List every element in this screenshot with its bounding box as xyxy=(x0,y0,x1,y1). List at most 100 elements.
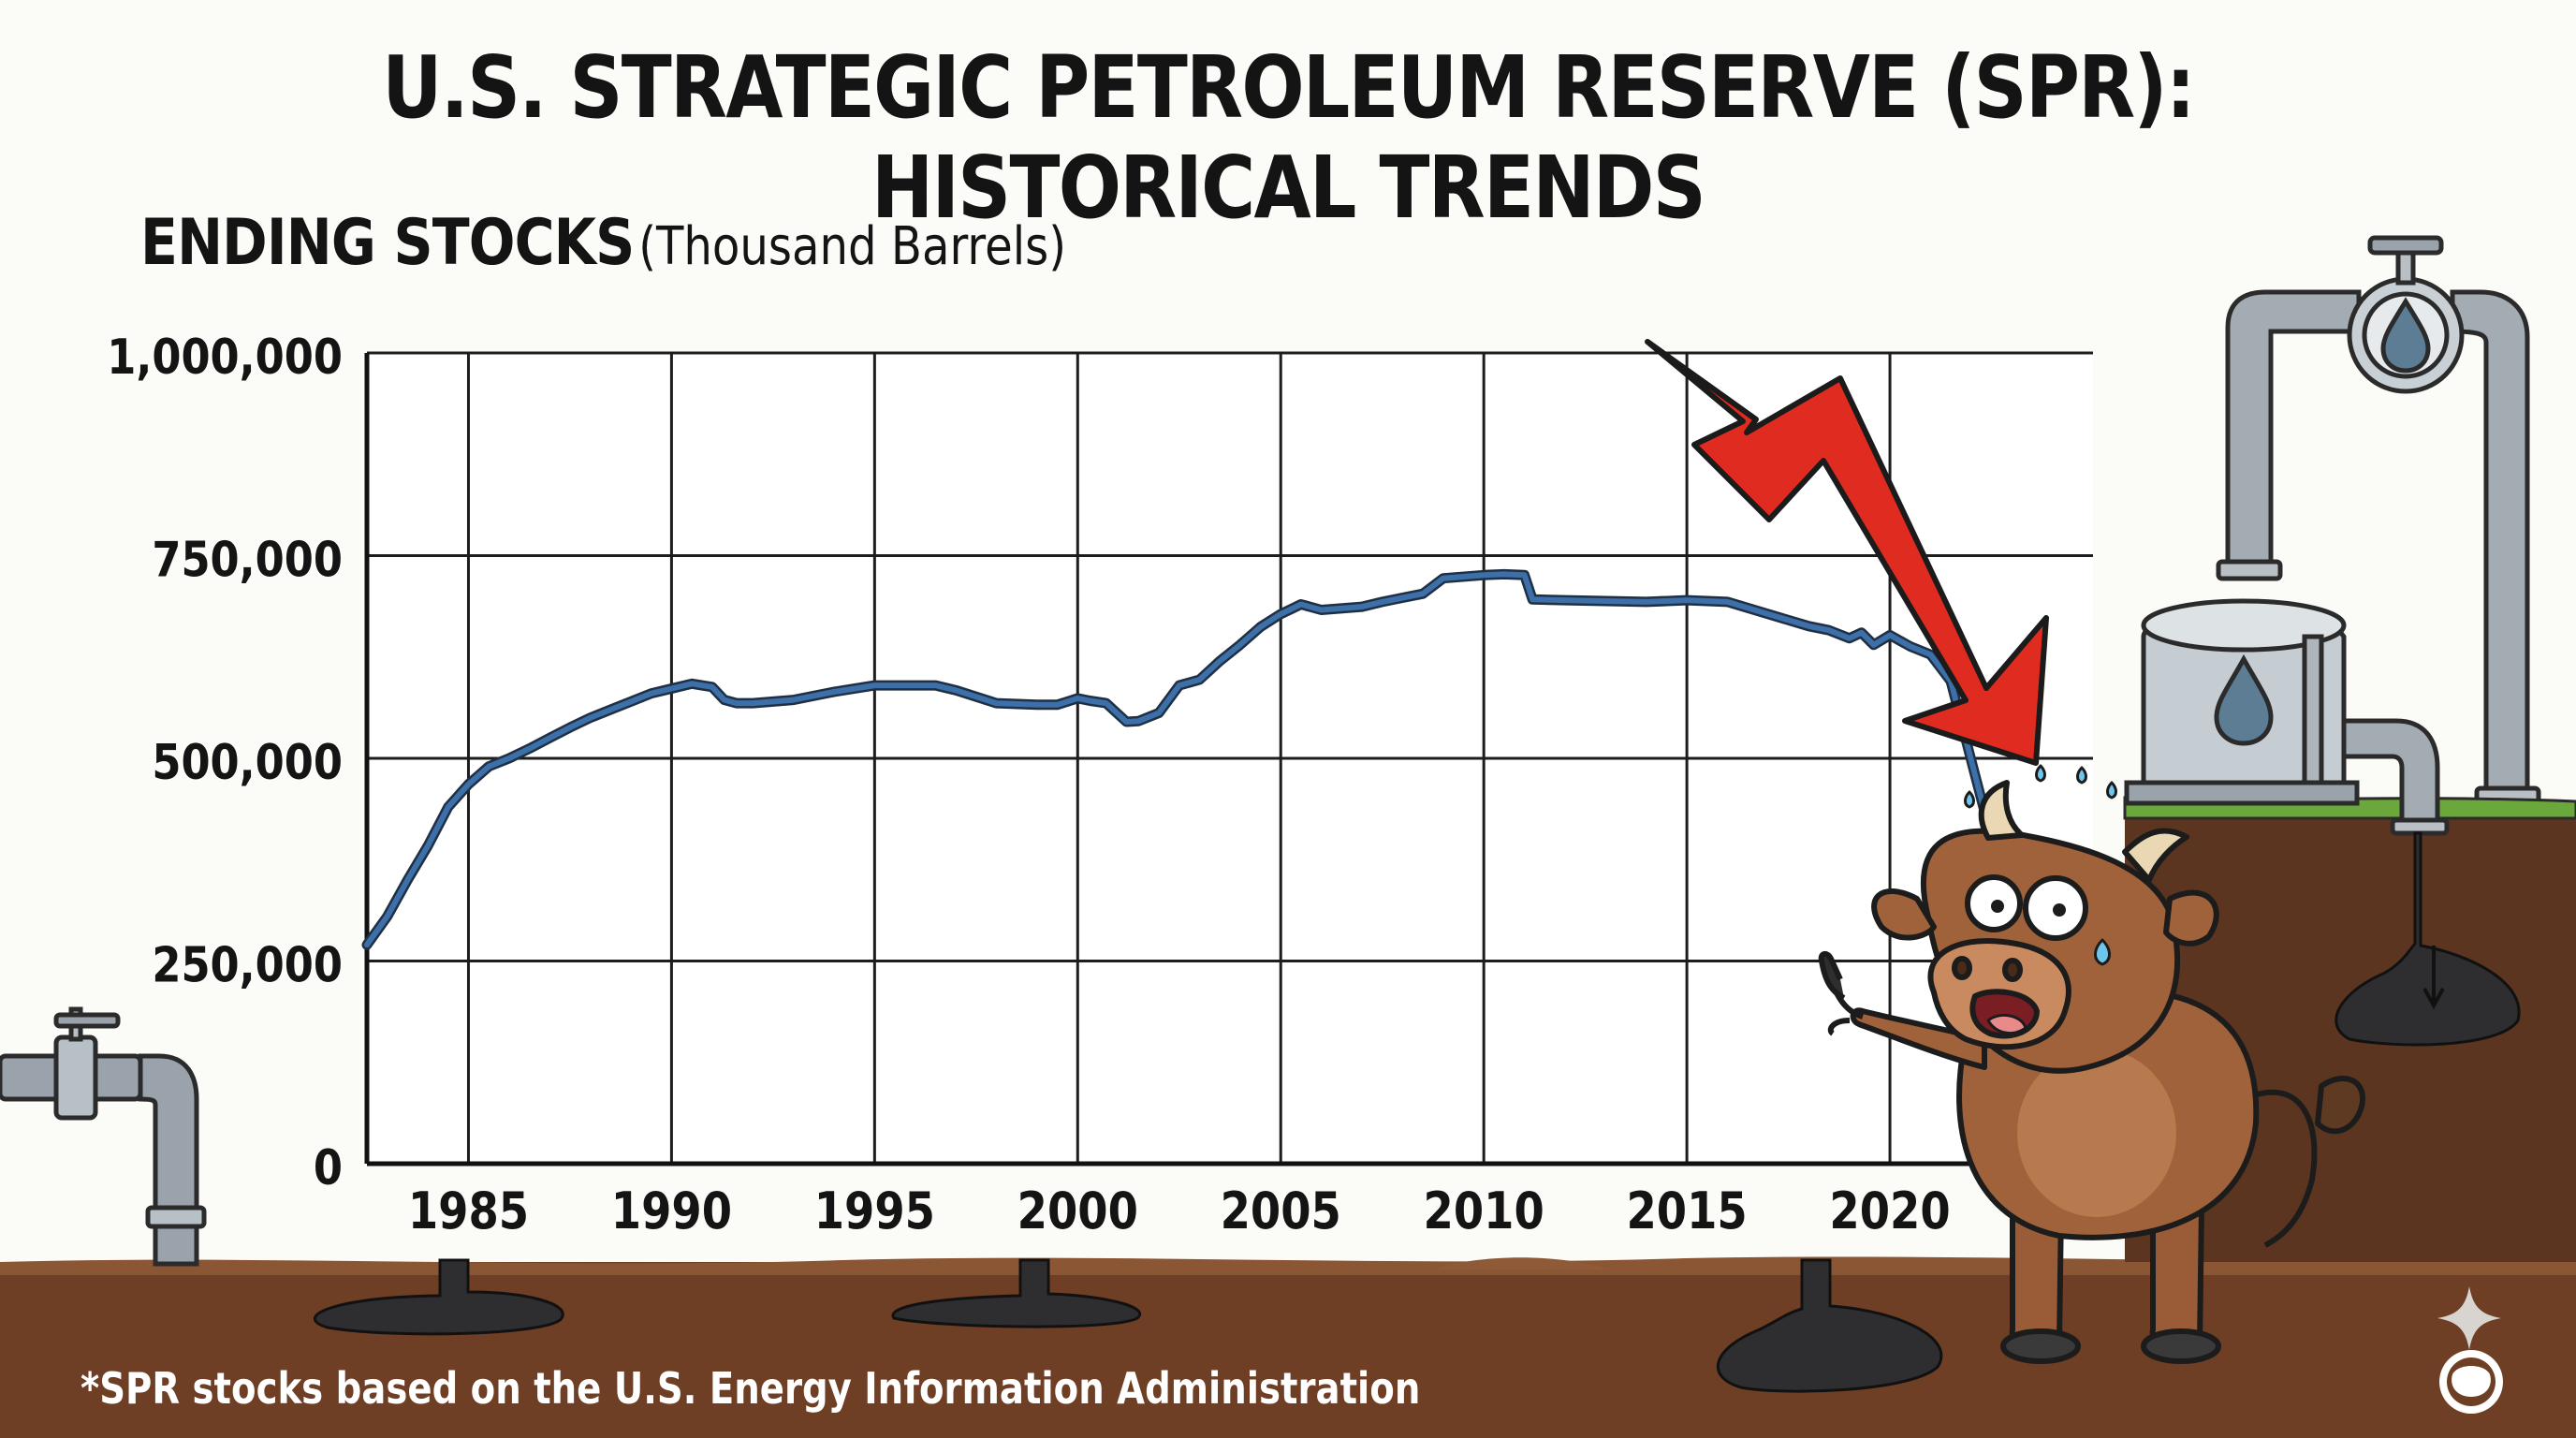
data-point xyxy=(723,698,726,702)
data-point xyxy=(1299,602,1303,606)
data-point xyxy=(1888,633,1892,637)
x-tick-labels: 1985 1990 1995 2000 2005 2010 2015 2020 xyxy=(408,1181,1951,1240)
data-point xyxy=(1502,572,1506,576)
data-point xyxy=(914,683,917,687)
series-line xyxy=(364,571,2043,948)
data-point xyxy=(1827,628,1831,632)
data-point xyxy=(1400,596,1404,600)
top-pipe-icon xyxy=(2216,235,2541,808)
data-point xyxy=(1530,597,1534,601)
x-tick-label: 2010 xyxy=(1424,1181,1544,1240)
data-point xyxy=(954,688,958,692)
chart-subtitle: ENDING STOCKS (Thousand Barrels) xyxy=(140,206,1066,280)
source-footnote: *SPR stocks based on the U.S. Energy Inf… xyxy=(80,1363,1421,1414)
data-point xyxy=(1360,605,1364,609)
data-point xyxy=(1035,703,1039,707)
data-point xyxy=(650,692,653,696)
data-point xyxy=(1421,592,1425,595)
data-point xyxy=(365,943,369,946)
data-point xyxy=(386,915,389,918)
data-point xyxy=(832,690,836,694)
chart-grid xyxy=(367,351,2093,1164)
red-down-arrow-icon xyxy=(1645,339,2049,766)
data-point xyxy=(690,682,694,685)
x-tick-label: 2020 xyxy=(1829,1181,1950,1240)
data-point xyxy=(1928,653,1932,656)
data-point xyxy=(1726,600,1730,604)
data-point xyxy=(1872,643,1876,647)
data-point xyxy=(608,708,612,712)
data-point xyxy=(1259,625,1263,629)
data-point xyxy=(669,687,673,691)
x-tick-label: 1990 xyxy=(611,1181,732,1240)
data-point xyxy=(1178,683,1181,687)
scared-bull-icon xyxy=(1818,764,2366,1364)
data-point xyxy=(426,844,430,848)
y-tick-labels: 0 250,000 500,000 750,000 1,000,000 xyxy=(107,330,343,1196)
data-point xyxy=(1807,624,1810,628)
data-point xyxy=(735,701,739,705)
x-tick-label: 2000 xyxy=(1017,1181,1138,1240)
oil-puddles xyxy=(314,1258,1943,1393)
data-point xyxy=(1056,703,1060,707)
data-point xyxy=(1124,720,1128,724)
chart-axes xyxy=(364,353,2093,1167)
data-point xyxy=(751,701,754,705)
data-point xyxy=(487,765,490,769)
data-point xyxy=(446,805,450,809)
data-point xyxy=(1848,637,1852,640)
data-point xyxy=(1645,600,1648,604)
data-point xyxy=(1685,598,1689,602)
data-point xyxy=(1197,678,1201,682)
data-point xyxy=(1157,712,1161,715)
data-point xyxy=(710,685,714,689)
subtitle-main: ENDING STOCKS xyxy=(140,206,635,280)
data-point xyxy=(1860,631,1864,635)
data-point xyxy=(589,716,593,720)
x-tick-label: 2005 xyxy=(1221,1181,1341,1240)
data-point xyxy=(1088,699,1091,703)
data-point xyxy=(405,878,409,882)
sparkle-icon xyxy=(2437,1286,2501,1350)
x-tick-label: 2015 xyxy=(1626,1181,1747,1240)
y-tick-label: 0 xyxy=(314,1140,343,1196)
data-point xyxy=(995,701,999,705)
data-point xyxy=(1238,643,1242,647)
page-title: U.S. STRATEGIC PETROLEUM RESERVE (SPR): … xyxy=(382,37,2195,238)
data-point xyxy=(1381,600,1384,604)
data-point xyxy=(1766,612,1770,616)
subtitle-unit: (Thousand Barrels) xyxy=(638,216,1067,277)
data-point xyxy=(1136,719,1140,723)
cow-logo-icon xyxy=(2439,1350,2503,1414)
ground-strip xyxy=(0,1256,2576,1438)
data-point xyxy=(1523,573,1527,577)
data-point xyxy=(548,736,551,740)
data-point xyxy=(629,699,633,703)
chart-series xyxy=(361,568,2046,950)
data-point xyxy=(568,726,572,729)
data-point xyxy=(1969,758,1973,762)
y-tick-label: 250,000 xyxy=(152,937,343,993)
data-point xyxy=(1482,573,1486,577)
data-point xyxy=(507,756,511,760)
data-point xyxy=(792,698,796,702)
data-point xyxy=(933,683,937,687)
y-tick-label: 500,000 xyxy=(152,735,343,791)
y-tick-label: 750,000 xyxy=(152,532,343,588)
data-point xyxy=(1076,697,1079,700)
x-tick-label: 1995 xyxy=(814,1181,935,1240)
pipe-valve-icon xyxy=(0,1006,207,1267)
data-point xyxy=(1105,701,1108,705)
data-point xyxy=(1320,609,1324,612)
data-point xyxy=(1279,612,1282,616)
y-tick-label: 1,000,000 xyxy=(107,330,343,386)
x-tick-label: 1985 xyxy=(408,1181,529,1240)
data-point xyxy=(466,783,470,786)
data-point xyxy=(872,683,876,687)
data-point xyxy=(1603,599,1607,603)
data-point xyxy=(1218,659,1222,663)
data-point xyxy=(528,747,532,751)
data-point xyxy=(1909,644,1912,648)
data-point xyxy=(1563,598,1567,602)
